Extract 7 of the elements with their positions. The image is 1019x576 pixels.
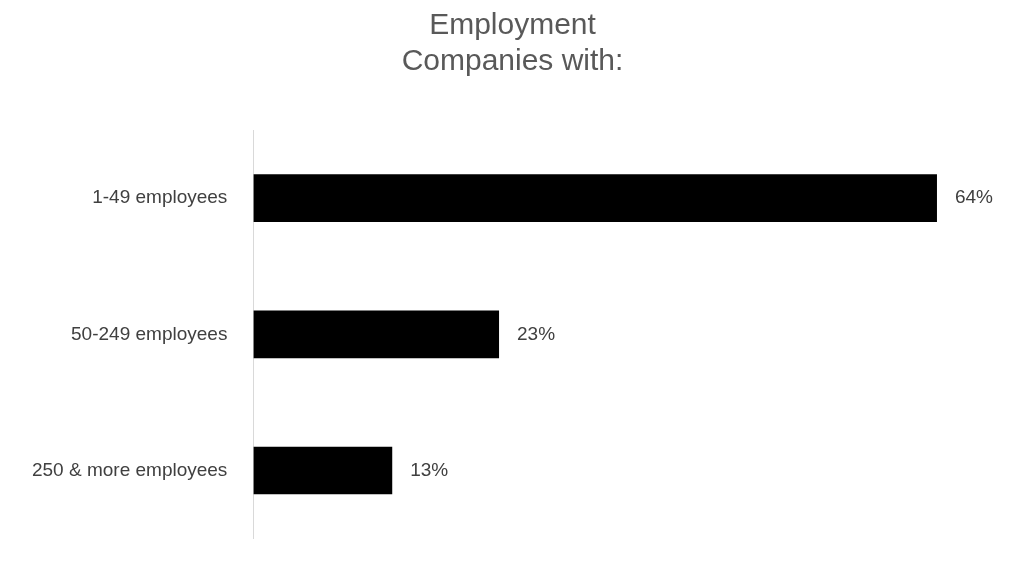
data-label: 64% (954, 186, 994, 208)
data-label: 23% (517, 322, 556, 344)
y-tick-label: 250 & more employees (31, 458, 228, 480)
y-tick-label: 1-49 employees (92, 186, 228, 208)
chart-title: Employment Companies with: (401, 7, 624, 77)
data-label: 13% (410, 458, 449, 480)
y-tick-label: 50-249 employees (71, 322, 228, 344)
